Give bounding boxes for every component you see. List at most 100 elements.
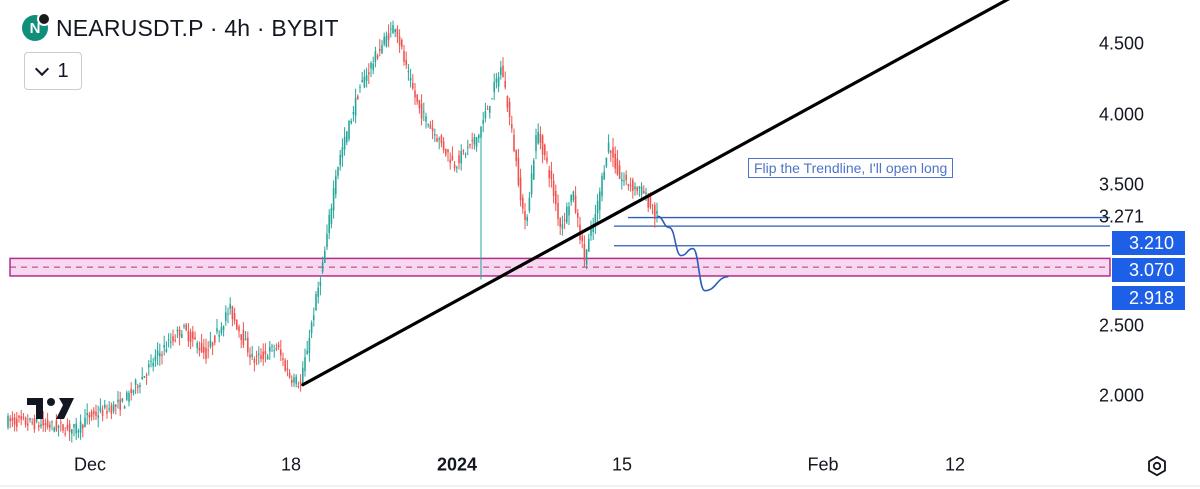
candle-body xyxy=(185,324,187,331)
candle-body xyxy=(387,33,390,41)
candle-body xyxy=(119,399,121,411)
candle-body xyxy=(405,59,407,65)
candle-body xyxy=(383,36,385,45)
candle-body xyxy=(244,338,247,341)
candle-body xyxy=(7,415,9,428)
candle-body xyxy=(253,358,256,363)
candle-body xyxy=(200,342,203,353)
candle-body xyxy=(418,100,421,109)
candle-body xyxy=(524,211,526,220)
horizontal-levels xyxy=(614,216,1110,247)
candle-body xyxy=(258,353,260,355)
candle-body xyxy=(20,416,22,420)
candle-body xyxy=(31,422,33,424)
candle-body xyxy=(165,348,168,352)
candle-body xyxy=(469,143,471,146)
candle-body xyxy=(141,377,143,380)
candle-body xyxy=(251,353,253,357)
candle-body xyxy=(447,149,449,153)
candle-body xyxy=(627,184,630,186)
candle-body xyxy=(555,190,557,205)
candle-body xyxy=(385,35,388,47)
x-axis-label-feb: Feb xyxy=(807,454,839,475)
candle-body xyxy=(528,197,531,211)
candle-body xyxy=(181,333,183,338)
candle-body xyxy=(192,331,194,340)
projection-path xyxy=(657,215,729,292)
candle-body xyxy=(610,150,612,153)
candle-body xyxy=(286,368,289,370)
candle-body xyxy=(614,153,616,169)
candle-body xyxy=(77,430,80,433)
candle-body xyxy=(233,313,236,321)
candle-body xyxy=(497,76,500,87)
candle-body xyxy=(40,424,42,427)
candle-body xyxy=(390,28,392,30)
candle-body xyxy=(515,150,517,162)
candle-body xyxy=(590,228,592,236)
symbol-title[interactable]: NEARUSDT.P · 4h · BYBIT xyxy=(56,14,339,41)
candle-body xyxy=(57,426,60,428)
candle-body xyxy=(368,72,370,75)
candle-body xyxy=(99,407,102,412)
y-axis-label-2000: 2.000 xyxy=(1098,385,1144,406)
candle-body xyxy=(240,334,242,340)
candle-body xyxy=(453,164,456,169)
candle-body xyxy=(337,167,339,176)
indicators-collapse-button[interactable]: 1 xyxy=(24,52,82,90)
candle-body xyxy=(332,188,335,211)
chevron-down-icon xyxy=(35,61,50,76)
candle-body xyxy=(346,131,348,143)
candle-body xyxy=(62,424,64,431)
candle-body xyxy=(121,398,124,402)
candle-body xyxy=(583,244,586,261)
candle-body xyxy=(537,131,539,144)
candle-body xyxy=(634,186,636,190)
candle-body xyxy=(473,137,476,145)
gear-icon[interactable] xyxy=(1146,455,1168,477)
candle-body xyxy=(603,171,605,180)
candle-body xyxy=(330,207,333,225)
candle-body xyxy=(638,186,641,189)
candle-body xyxy=(183,325,185,327)
candle-body xyxy=(561,224,564,229)
candle-body xyxy=(442,141,445,151)
candle-body xyxy=(214,335,216,343)
candle-body xyxy=(361,79,363,83)
candle-body xyxy=(198,347,201,351)
candle-body xyxy=(381,45,383,54)
candle-body xyxy=(409,77,412,81)
candle-body xyxy=(645,192,647,194)
candle-body xyxy=(16,418,18,427)
candle-body xyxy=(313,315,315,320)
candle-body xyxy=(577,212,579,218)
candle-body xyxy=(236,319,238,330)
candle-body xyxy=(427,124,429,126)
candle-body xyxy=(123,406,126,409)
y-axis-label-4000: 4.000 xyxy=(1098,104,1144,125)
candle-body xyxy=(68,423,71,433)
candle-body xyxy=(475,137,478,147)
candle-body xyxy=(605,157,608,167)
candle-body xyxy=(38,425,40,428)
candle-body xyxy=(148,364,150,368)
candle-body xyxy=(304,357,306,371)
candle-body xyxy=(370,62,372,69)
price-tag-3070[interactable]: 3.070 xyxy=(1112,258,1185,282)
trendline-annotation[interactable]: Flip the Trendline, I'll open long xyxy=(748,158,954,178)
price-tag-2918[interactable]: 2.918 xyxy=(1112,286,1185,310)
near-coin-icon: N xyxy=(22,12,51,41)
candle-body xyxy=(33,418,36,430)
price-tag-3210[interactable]: 3.210 xyxy=(1112,231,1185,255)
candle-body xyxy=(376,55,379,59)
candle-body xyxy=(530,173,533,195)
candle-body xyxy=(106,411,108,414)
candle-body xyxy=(460,150,462,164)
candle-body xyxy=(445,148,447,155)
candle-body xyxy=(291,379,293,384)
candle-body xyxy=(601,175,603,197)
coin-letter: N xyxy=(29,19,41,37)
candle-body xyxy=(297,385,300,387)
candle-body xyxy=(632,179,634,191)
